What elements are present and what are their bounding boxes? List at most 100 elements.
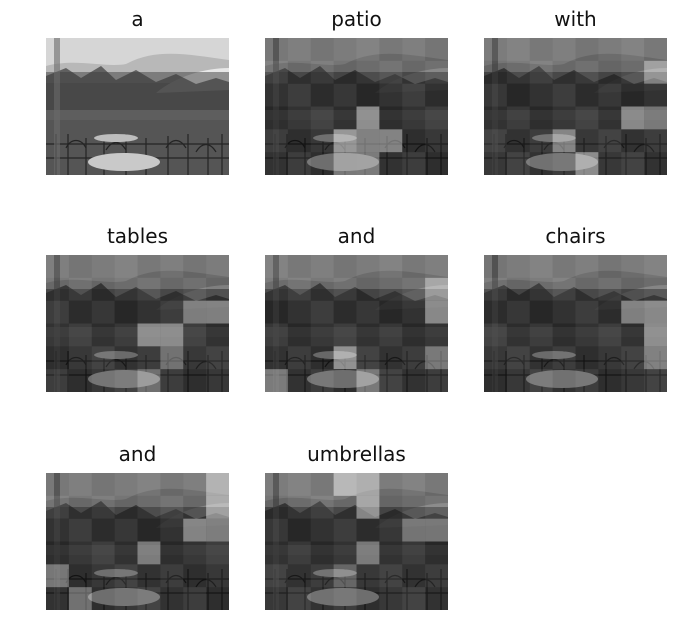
attention-cell [46, 323, 69, 347]
attention-highlight-cell [206, 473, 229, 496]
attention-cell [333, 83, 357, 107]
attention-cell [530, 346, 553, 369]
attention-cell [206, 369, 229, 392]
attention-cell [598, 323, 622, 347]
attention-cell [287, 541, 311, 565]
attention-cell [310, 518, 334, 542]
attention-cell [621, 324, 644, 347]
attention-cell [265, 129, 288, 153]
attention-cell [265, 83, 288, 107]
attention-cell [265, 323, 288, 347]
attention-cell [529, 323, 553, 347]
attention-cell [356, 564, 380, 588]
attention-cell [287, 152, 311, 175]
attention-cell [287, 300, 311, 324]
attention-cell [160, 495, 184, 519]
attention-cell [379, 152, 402, 175]
attention-cell [621, 38, 645, 61]
attention-cell [402, 106, 426, 130]
attention-cell [356, 152, 380, 175]
attention-cell [114, 473, 138, 496]
attention-cell [598, 301, 621, 324]
attention-cell [379, 542, 402, 565]
attention-highlight-cell [644, 323, 667, 347]
attention-dim-overlay [46, 473, 229, 610]
attention-cell [484, 38, 507, 61]
scene-image [46, 473, 229, 610]
attention-cell [576, 84, 599, 107]
attention-cell [379, 346, 402, 369]
attention-cell [575, 106, 599, 130]
attention-highlight-cell [333, 473, 357, 496]
attention-cell [530, 38, 553, 61]
attention-highlight-cell [644, 106, 667, 130]
attention-cell [311, 278, 334, 301]
panel-caption-word: and [118, 442, 157, 466]
attention-cell [644, 152, 667, 175]
attention-cell [553, 255, 576, 278]
attention-cell [506, 38, 530, 61]
attention-cell [46, 369, 69, 392]
attention-cell [68, 473, 92, 496]
attention-cell [68, 541, 92, 565]
attention-cell [506, 152, 530, 175]
attention-cell [552, 277, 576, 301]
attention-cell [265, 587, 288, 610]
attention-cell [183, 277, 207, 301]
attention-highlight-cell [356, 495, 380, 519]
scene-image [265, 38, 448, 175]
attention-cell [356, 541, 380, 565]
attention-cell [91, 346, 115, 370]
attention-cell [206, 255, 229, 278]
attention-cell [137, 587, 161, 610]
attention-highlight-cell [575, 152, 599, 175]
attention-cell [644, 38, 667, 61]
attention-highlight-cell [137, 323, 161, 347]
attention-cell [402, 495, 426, 519]
attention-cell [506, 255, 530, 278]
attention-cell [425, 495, 448, 519]
attention-highlight-cell [206, 300, 229, 324]
attention-dim-overlay [265, 255, 448, 392]
attention-cell [644, 255, 667, 278]
attention-cell [183, 541, 207, 565]
attention-highlight-cell [644, 300, 667, 324]
attention-cell [425, 60, 448, 84]
attention-highlight-cell [621, 106, 645, 130]
attention-highlight-cell [379, 129, 403, 153]
attention-cell [506, 300, 530, 324]
attention-cell [137, 346, 161, 370]
attention-cell [553, 61, 576, 84]
panel-caption-word: and [337, 224, 376, 248]
attention-cell [575, 60, 599, 84]
attention-cell [552, 83, 576, 107]
attention-cell [137, 473, 161, 496]
attention-cell [68, 323, 92, 347]
attention-cell [114, 255, 138, 278]
attention-cell [506, 369, 530, 392]
attention-highlight-cell [356, 129, 380, 153]
attention-cell [288, 61, 311, 84]
attention-highlight-cell [160, 323, 184, 347]
attention-cell [160, 369, 184, 392]
attention-cell [379, 277, 403, 301]
attention-cell [425, 255, 448, 278]
attention-cell [311, 84, 334, 107]
attention-highlight-cell [183, 300, 207, 324]
scene-image [484, 255, 667, 392]
attention-cell [529, 277, 553, 301]
attention-cell [160, 278, 183, 301]
attention-cell [621, 60, 645, 84]
attention-cell [402, 473, 426, 496]
attention-cell [425, 106, 448, 130]
attention-cell [310, 300, 334, 324]
attention-dim-overlay [265, 473, 448, 610]
attention-cell [484, 83, 507, 107]
attention-cell [575, 255, 599, 278]
attention-highlight-cell [356, 473, 380, 496]
attention-cell [402, 564, 425, 587]
attention-cell [91, 255, 115, 278]
attention-cell [46, 473, 69, 496]
attention-cell [425, 473, 448, 496]
attention-cell [379, 369, 403, 392]
